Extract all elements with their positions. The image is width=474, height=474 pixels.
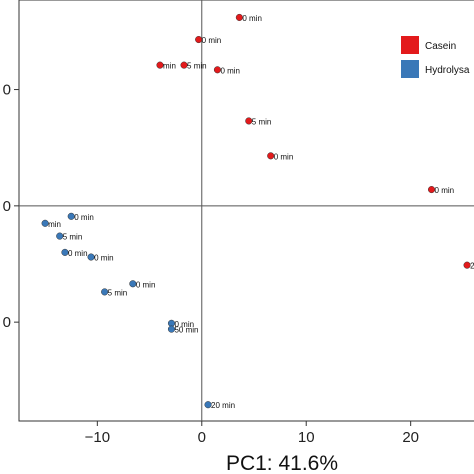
hydrolysa-point-label: 0 min [136,280,156,289]
x-tick-label: 20 [402,429,419,446]
hydrolysa-point-label: 0 min [68,249,88,258]
hydrolysa-legend-label: Hydrolysa [425,65,470,76]
x-tick-label: 0 [198,429,206,446]
plot-border [18,0,474,422]
casein-point [463,261,471,269]
hydrolysa-point-label: min [48,220,61,229]
casein-point-label: 5 min [252,117,272,126]
casein-point-label: 0 min [435,186,455,195]
casein-legend-label: Casein [425,41,456,52]
hydrolysa-point-label: 0 min [94,254,114,263]
plot-panel [18,0,474,422]
x-axis-title: PC1: 41.6% [226,452,338,474]
casein-point [195,35,203,44]
hydrolysa-point [101,288,109,296]
hydrolysa-point-label: 5 min [108,288,128,297]
x-axis: −10 0 10 20 [85,421,419,446]
casein-point [267,152,275,160]
legend: Casein Hydrolysa [401,36,470,78]
y-axis: 0 0 0 [3,82,19,331]
hydrolysa-point-label: 0 min [174,320,194,329]
casein-point-label: 20 min [470,262,474,271]
hydrolysa-point [41,219,49,227]
y-tick-label: 0 [3,198,11,215]
casein-legend-key [401,36,419,54]
casein-point [428,186,436,194]
hydrolysa-point [167,325,176,333]
hydrolysa-point-label: 50 min [174,326,198,335]
x-tick-label: 10 [298,429,315,446]
casein-point [156,61,164,69]
hydrolysa-point [87,253,95,261]
hydrolysa-point [129,280,137,288]
hydrolysa-point-label: 5 min [63,233,83,242]
casein-point-label: 0 min [242,14,262,23]
hydrolysa-point [56,232,64,240]
hydrolysa-point-label: 0 min [74,213,94,222]
casein-point-label: min [163,62,176,71]
casein-point-label: 5 min [187,62,207,71]
casein-point-label: 0 min [274,152,294,161]
casein-point [213,66,221,74]
casein-point [245,117,253,125]
hydrolysa-point [61,248,69,256]
casein-point-label: 0 min [220,66,240,75]
y-tick-label: 0 [3,314,11,331]
hydrolysa-legend-key [401,60,419,78]
y-tick-label: 0 [3,82,11,99]
hydrolysa-point [67,212,75,220]
casein-point-label: 0 min [202,36,222,45]
x-tick-label: −10 [85,429,110,446]
hydrolysa-point [204,401,212,409]
casein-point [235,13,243,21]
hydrolysa-point-label: 20 min [211,401,235,410]
casein-point [180,61,188,69]
